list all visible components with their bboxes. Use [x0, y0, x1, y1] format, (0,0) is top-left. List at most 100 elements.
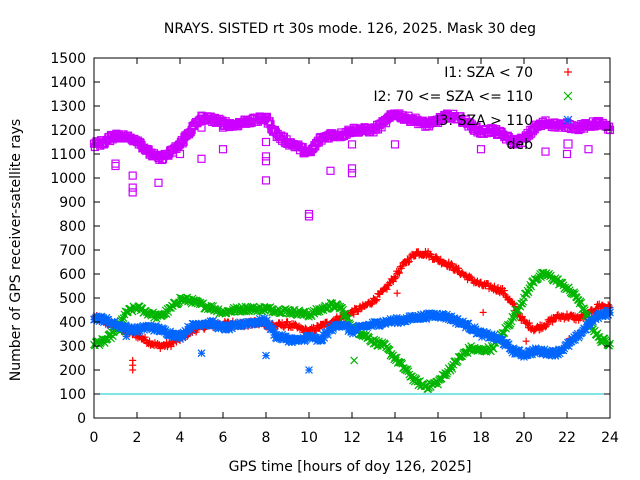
data-point	[395, 268, 403, 276]
series-layer	[89, 109, 615, 393]
y-tick-label: 1200	[50, 123, 86, 139]
x-tick-label: 0	[90, 430, 99, 446]
outlier-point	[218, 123, 228, 132]
outlier-point	[197, 154, 206, 163]
legend-label-1: I1: SZA < 70	[444, 65, 533, 81]
data-point	[437, 255, 445, 263]
outlier-point	[128, 171, 137, 180]
outlier-point	[175, 149, 185, 159]
x-tick-label: 24	[601, 430, 619, 446]
outlier-point	[128, 188, 137, 197]
outlier-point	[122, 332, 131, 341]
y-tick-label: 600	[59, 267, 86, 283]
chart-title: NRAYS. SISTED rt 30s mode. 126, 2025. Ma…	[164, 21, 536, 37]
outlier-point	[522, 337, 530, 345]
data-point	[447, 260, 455, 268]
data-point	[405, 258, 413, 266]
data-point	[284, 318, 291, 326]
outlier-point	[129, 366, 137, 374]
outlier-point	[350, 356, 359, 365]
x-tick-label: 10	[300, 430, 318, 446]
data-point	[391, 275, 399, 283]
x-tick-label: 14	[386, 430, 404, 446]
data-point	[542, 322, 550, 330]
outlier-point	[262, 351, 270, 360]
axes-layer: 0 2 4 6 8 10 12 14 16 18 20 22 240100200300400500600…	[50, 51, 619, 446]
outlier-point	[339, 313, 348, 322]
x-axis-label: GPS time [hours of doy 126, 2025]	[229, 459, 472, 475]
outlier-point	[347, 140, 357, 149]
data-point	[395, 269, 403, 277]
outlier-point	[111, 161, 120, 171]
data-point	[184, 130, 194, 139]
data-point	[448, 261, 456, 269]
x-tick-label: 12	[343, 430, 361, 446]
y-tick-label: 100	[59, 387, 86, 403]
outlier-point	[261, 152, 271, 161]
data-point	[525, 319, 533, 327]
y-tick-label: 0	[77, 411, 86, 427]
plot-border	[93, 57, 611, 419]
outlier-point	[261, 176, 271, 185]
y-tick-label: 1300	[50, 99, 86, 115]
y-tick-label: 800	[59, 219, 86, 235]
y-tick-label: 900	[59, 195, 86, 211]
outlier-point	[326, 166, 335, 175]
y-tick-label: 1400	[50, 75, 86, 91]
data-point	[315, 325, 323, 333]
data-point	[341, 309, 350, 318]
outlier-point	[305, 366, 313, 374]
outlier-point	[584, 145, 593, 154]
data-point	[577, 298, 586, 307]
legend-label-4: deb	[507, 137, 534, 153]
outlier-point	[390, 140, 400, 149]
data-point	[372, 297, 380, 305]
outlier-point	[562, 149, 572, 159]
data-point	[455, 264, 463, 272]
outlier-point	[111, 159, 120, 168]
series-3	[90, 306, 614, 374]
x-tick-label: 4	[176, 430, 185, 446]
outlier-point	[479, 308, 487, 316]
x-tick-label: 22	[558, 430, 576, 446]
legend-label-3: I3: SZA > 110	[435, 113, 533, 129]
y-tick-label: 400	[59, 315, 86, 331]
data-point	[338, 303, 347, 312]
outlier-point	[261, 137, 271, 147]
data-point	[392, 273, 400, 281]
data-point	[311, 327, 319, 335]
outlier-point	[347, 164, 357, 173]
series-4	[89, 109, 615, 221]
x-tick-label: 2	[133, 430, 142, 446]
y-tick-label: 700	[59, 243, 86, 259]
y-tick-label: 200	[59, 363, 86, 379]
y-tick-label: 1500	[50, 51, 86, 67]
x-tick-label: 6	[219, 430, 228, 446]
y-tick-label: 500	[59, 291, 86, 307]
y-axis-label: Number of GPS receiver-satellite rays	[8, 119, 24, 381]
legend-marker-4	[563, 139, 573, 149]
data-point	[506, 319, 515, 328]
data-point	[167, 343, 175, 351]
outlier-point	[541, 147, 550, 156]
data-point	[518, 313, 526, 321]
x-tick-label: 16	[429, 430, 447, 446]
legend: I1: SZA < 70 I2: 70 <= SZA <= 110 I3: SZA …	[373, 65, 573, 153]
outlier-point	[128, 183, 137, 192]
data-point	[570, 288, 579, 297]
data-point	[404, 258, 412, 266]
data-point	[210, 306, 218, 315]
outlier-point	[197, 349, 206, 358]
legend-marker-3	[563, 115, 573, 125]
data-point	[500, 287, 508, 295]
outlier-point	[304, 212, 314, 221]
legend-marker-1	[564, 68, 572, 76]
data-point	[490, 282, 498, 290]
data-point	[383, 285, 391, 293]
data-point	[518, 299, 527, 308]
outlier-point	[347, 169, 357, 178]
data-point	[368, 300, 376, 308]
outlier-point	[197, 123, 206, 132]
legend-label-2: I2: 70 <= SZA <= 110	[373, 89, 533, 105]
data-point	[373, 295, 381, 303]
